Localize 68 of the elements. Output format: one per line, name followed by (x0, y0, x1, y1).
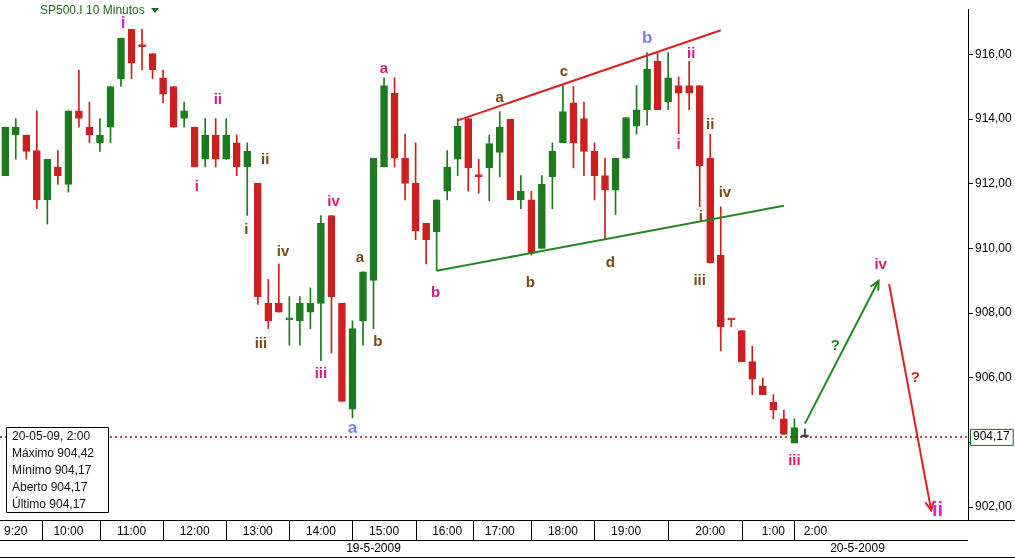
x-tick-label: 16:00 (432, 523, 463, 538)
x-tick-label: 19:00 (611, 523, 642, 538)
x-tick-label: 9:20 (4, 523, 28, 538)
annotation: b (431, 282, 441, 300)
text: 20-5-2009 (830, 541, 886, 556)
candlestick (54, 150, 62, 185)
annotation: Máximo 904,42 (12, 445, 95, 460)
x-tick-label: 2:00 (803, 523, 828, 538)
annotation: a (495, 88, 505, 106)
annotation: Mínimo 904,17 (12, 462, 92, 477)
y-tick-label: 914,00 (975, 111, 1013, 126)
annotation: 20-05-09, 2:00 (12, 428, 91, 443)
candlestick (601, 157, 609, 241)
annotation: iii (254, 334, 268, 352)
annotation: ii (687, 43, 696, 61)
x-tick-label: 17:00 (484, 523, 516, 538)
x-tick-label: 11:00 (116, 523, 147, 538)
x-tick-label: 12:00 (179, 523, 210, 538)
candlestick (96, 118, 104, 152)
candlestick (275, 263, 283, 313)
text: 19-5-2009 (346, 541, 402, 556)
candlestick (11, 118, 20, 160)
candlestick (685, 60, 693, 111)
annotation: i (698, 206, 703, 224)
annotation: ? (910, 368, 920, 386)
annotation: ii (931, 497, 944, 520)
annotation: Último 904,17 (12, 495, 87, 511)
annotation: ii (213, 90, 222, 108)
annotation: a (355, 248, 365, 266)
annotation: iii (314, 364, 328, 382)
y-tick-label: 902,00 (975, 499, 1013, 514)
annotation: a (347, 418, 358, 438)
annotation: ii (706, 115, 715, 133)
y-tick-label: 910,00 (975, 240, 1013, 255)
annotation: b (373, 332, 383, 350)
candlestick (474, 158, 483, 194)
annotation: b (641, 27, 653, 47)
annotation: iv (874, 254, 888, 272)
x-tick-label: 13:00 (242, 523, 274, 538)
candlestick (138, 28, 146, 71)
annotation: i (194, 177, 199, 195)
annotation: i (244, 220, 249, 238)
x-tick-label: 20:00 (695, 523, 726, 538)
annotation: Aberto 904,17 (12, 479, 88, 494)
annotation: c (559, 62, 569, 80)
y-tick-label: 908,00 (975, 305, 1013, 320)
annotation: d (605, 253, 615, 271)
x-tick-label: 14:00 (305, 523, 337, 538)
annotation: iii (693, 271, 706, 289)
annotation: iv (327, 192, 341, 210)
annotation: a (379, 59, 389, 77)
annotation: iv (718, 183, 732, 201)
x-tick-label: 18:00 (547, 523, 579, 538)
y-tick-label: 906,00 (975, 370, 1013, 385)
annotation: ii (260, 150, 270, 168)
x-tick-label: 10:00 (53, 523, 84, 538)
candlestick (243, 142, 252, 216)
annotation: iv (276, 241, 290, 259)
y-tick-label: 916,00 (975, 46, 1013, 61)
annotation: b (525, 273, 535, 291)
candlestick (75, 69, 83, 128)
annotation: iii (788, 450, 801, 468)
x-tick-label: 15:00 (369, 523, 400, 538)
x-tick-label: 1:00 (761, 523, 786, 538)
ref-line-label: 904,17 (973, 429, 1011, 444)
annotation: i (676, 134, 681, 152)
annotation: ? (830, 336, 841, 354)
y-tick-label: 912,00 (975, 176, 1013, 191)
